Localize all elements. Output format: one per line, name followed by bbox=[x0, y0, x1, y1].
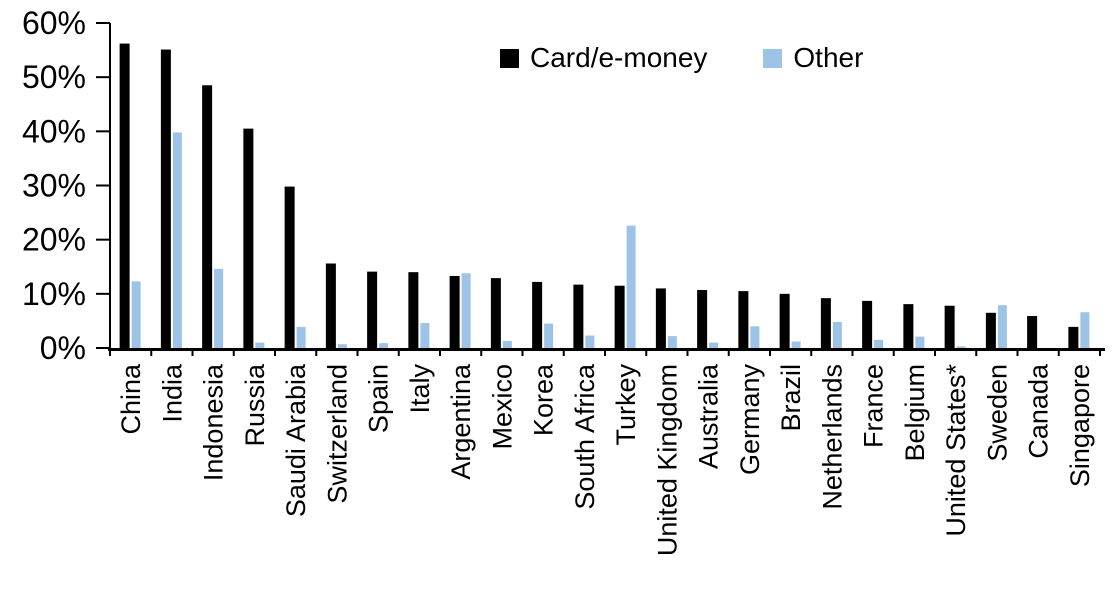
bar-card-e-money-china bbox=[119, 43, 130, 348]
bar-card-e-money-united-states bbox=[944, 305, 955, 348]
bar-card-e-money-australia bbox=[697, 290, 708, 348]
x-label-sweden: Sweden bbox=[982, 364, 1012, 462]
x-label-germany: Germany bbox=[735, 364, 765, 476]
x-label-australia: Australia bbox=[694, 363, 724, 469]
x-label-spain: Spain bbox=[364, 364, 394, 433]
x-label-belgium: Belgium bbox=[900, 364, 930, 462]
bar-card-e-money-france bbox=[862, 300, 873, 348]
bar-other-china bbox=[131, 281, 141, 348]
bar-other-russia bbox=[255, 342, 265, 348]
y-tick-label-50: 50% bbox=[22, 59, 86, 95]
x-label-singapore: Singapore bbox=[1065, 364, 1095, 487]
x-label-canada: Canada bbox=[1024, 363, 1054, 459]
y-tick-label-40: 40% bbox=[22, 113, 86, 149]
bar-card-e-money-switzerland bbox=[325, 263, 336, 348]
bar-card-e-money-russia bbox=[243, 128, 254, 348]
bar-other-argentina bbox=[461, 273, 471, 348]
x-label-korea: Korea bbox=[529, 363, 559, 436]
x-label-argentina: Argentina bbox=[446, 363, 476, 480]
y-tick-label-60: 60% bbox=[22, 5, 86, 41]
bar-other-turkey bbox=[626, 225, 636, 348]
x-label-turkey: Turkey bbox=[611, 364, 641, 446]
other-swatch-icon bbox=[763, 48, 783, 68]
x-label-russia: Russia bbox=[240, 363, 270, 447]
bar-other-singapore bbox=[1080, 312, 1090, 348]
x-label-switzerland: Switzerland bbox=[322, 364, 352, 504]
x-label-italy: Italy bbox=[405, 364, 435, 414]
legend-item-card-e-money: Card/e-money bbox=[500, 42, 707, 74]
bar-card-e-money-turkey bbox=[614, 285, 625, 348]
legend-item-other: Other bbox=[763, 42, 863, 74]
bar-card-e-money-mexico bbox=[490, 278, 501, 348]
x-label-india: India bbox=[157, 363, 187, 423]
bar-card-e-money-korea bbox=[532, 281, 543, 348]
chart-legend: Card/e-money Other bbox=[500, 42, 863, 74]
bar-card-e-money-india bbox=[160, 49, 171, 349]
x-label-south-africa: South Africa bbox=[570, 363, 600, 510]
legend-label-other: Other bbox=[793, 42, 864, 73]
bar-other-netherlands bbox=[832, 322, 842, 348]
bar-other-south-africa bbox=[585, 335, 595, 348]
legend-label-card-e-money: Card/e-money bbox=[530, 42, 708, 73]
bar-other-brazil bbox=[791, 341, 801, 348]
x-label-mexico: Mexico bbox=[487, 364, 517, 450]
bar-card-e-money-sweden bbox=[985, 312, 996, 348]
bar-other-mexico bbox=[502, 340, 512, 348]
bar-card-e-money-italy bbox=[408, 272, 419, 348]
bar-other-switzerland bbox=[337, 344, 347, 348]
y-tick-label-10: 10% bbox=[22, 276, 86, 312]
bar-other-germany bbox=[750, 326, 760, 348]
bar-card-e-money-saudi-arabia bbox=[284, 186, 295, 348]
bar-card-e-money-singapore bbox=[1068, 326, 1079, 348]
y-tick-label-30: 30% bbox=[22, 168, 86, 204]
bar-other-saudi-arabia bbox=[296, 326, 306, 348]
x-label-france: France bbox=[859, 364, 889, 448]
card-e-money-swatch-icon bbox=[500, 48, 519, 68]
x-label-indonesia: Indonesia bbox=[199, 363, 229, 481]
x-label-netherlands: Netherlands bbox=[817, 364, 847, 510]
y-tick-label-0: 0% bbox=[40, 330, 86, 366]
bar-card-e-money-germany bbox=[738, 291, 749, 348]
bar-other-united-kingdom bbox=[667, 336, 677, 348]
bar-card-e-money-belgium bbox=[903, 304, 914, 348]
y-tick-label-20: 20% bbox=[22, 222, 86, 258]
x-label-united-kingdom: United Kingdom bbox=[652, 364, 682, 556]
x-label-china: China bbox=[116, 363, 146, 435]
bar-other-india bbox=[172, 132, 182, 348]
bar-card-e-money-argentina bbox=[449, 275, 460, 348]
bar-other-belgium bbox=[915, 336, 925, 348]
bar-other-france bbox=[874, 339, 884, 348]
bar-card-e-money-netherlands bbox=[820, 298, 831, 348]
x-label-united-states: United States* bbox=[941, 364, 971, 537]
bar-other-australia bbox=[709, 342, 719, 348]
bar-other-indonesia bbox=[214, 268, 224, 348]
bar-other-united-states bbox=[956, 346, 966, 348]
x-label-saudi-arabia: Saudi Arabia bbox=[281, 363, 311, 517]
bar-card-e-money-united-kingdom bbox=[655, 288, 666, 348]
bar-other-korea bbox=[544, 323, 554, 348]
bar-card-e-money-south-africa bbox=[573, 284, 584, 348]
bar-card-e-money-indonesia bbox=[202, 85, 213, 349]
bar-card-e-money-canada bbox=[1027, 316, 1038, 348]
bar-card-e-money-spain bbox=[367, 271, 378, 348]
x-label-brazil: Brazil bbox=[776, 364, 806, 432]
bar-other-spain bbox=[379, 343, 389, 348]
bar-card-e-money-brazil bbox=[779, 293, 790, 348]
bar-other-sweden bbox=[997, 305, 1007, 348]
bar-other-italy bbox=[420, 323, 430, 348]
